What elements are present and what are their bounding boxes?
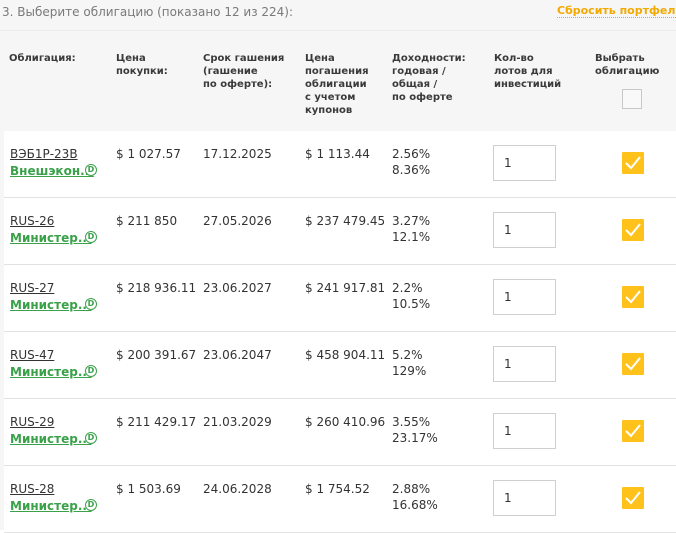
col-bond-header: Облигация: (9, 53, 76, 64)
col-select-header: Выбрать облигацию (595, 53, 660, 77)
select-bond-checkbox[interactable] (622, 152, 644, 174)
section-title: 3. Выберите облигацию (показано 12 из 22… (2, 5, 294, 19)
bond-yield-annual: 2.2% (392, 281, 423, 295)
select-all-checkbox[interactable] (622, 89, 642, 109)
lots-quantity-input[interactable] (493, 413, 556, 449)
d-circle-icon: D (85, 499, 97, 511)
bond-maturity: 17.12.2025 (203, 147, 272, 161)
reset-portfolio-link[interactable]: Сбросить портфель (557, 4, 676, 18)
checkmark-icon (625, 223, 641, 237)
bond-redemption-price: $ 260 410.96 (305, 415, 386, 429)
bond-maturity: 21.03.2029 (203, 415, 272, 429)
bond-ticker-link[interactable]: RUS-47 (10, 348, 55, 362)
bond-redemption-price: $ 241 917.81 (305, 281, 386, 295)
table-row: RUS-28 Министер... D $ 1 503.69 24.06.2028 $ … (4, 466, 676, 533)
table-row: ВЭБ1Р-23В Внешэкон... D $ 1 027.57 17.12.202… (4, 131, 676, 198)
bond-ticker-link[interactable]: RUS-29 (10, 415, 55, 429)
bond-price: $ 211 429.17 (116, 415, 197, 429)
bond-yield-total: 8.36% (392, 163, 431, 177)
bond-yield-total: 23.17% (392, 431, 438, 445)
bond-redemption-price: $ 237 479.45 (305, 214, 386, 228)
col-yield-header: Доходности: годовая / общая / по оферте (392, 53, 466, 103)
d-circle-icon: D (85, 231, 97, 243)
bond-ticker-link[interactable]: RUS-27 (10, 281, 55, 295)
bond-issuer-link[interactable]: Министер... (10, 298, 92, 312)
lots-quantity-input[interactable] (493, 346, 556, 382)
section-header: 3. Выберите облигацию (показано 12 из 22… (0, 0, 676, 30)
bond-redemption-price: $ 1 754.52 (305, 482, 370, 496)
bond-issuer-link[interactable]: Министер... (10, 365, 92, 379)
table-row: RUS-27 Министер... D $ 218 936.11 23.06.2027… (4, 265, 676, 332)
table-row: RUS-26 Министер... D $ 211 850 27.05.2026 $ 2… (4, 198, 676, 265)
table-row: RUS-47 Министер... D $ 200 391.67 23.06.2047… (4, 332, 676, 399)
bond-price: $ 200 391.67 (116, 348, 197, 362)
bond-issuer-link[interactable]: Министер... (10, 432, 92, 446)
select-bond-checkbox[interactable] (622, 286, 644, 308)
bond-redemption-price: $ 458 904.11 (305, 348, 386, 362)
checkmark-icon (625, 424, 641, 438)
bond-maturity: 23.06.2027 (203, 281, 272, 295)
bond-yield-total: 16.68% (392, 498, 438, 512)
bond-price: $ 211 850 (116, 214, 178, 228)
bond-price: $ 218 936.11 (116, 281, 197, 295)
bond-ticker-link[interactable]: RUS-28 (10, 482, 55, 496)
d-circle-icon: D (85, 365, 97, 377)
col-lots-header: Кол-во лотов для инвестиций (494, 53, 562, 90)
bond-issuer-link[interactable]: Внешэкон... (10, 164, 94, 178)
col-maturity-header: Срок гашения (гашение по оферте): (203, 53, 285, 90)
lots-quantity-input[interactable] (493, 212, 556, 248)
lots-quantity-input[interactable] (493, 279, 556, 315)
bond-yield-total: 12.1% (392, 230, 431, 244)
select-bond-checkbox[interactable] (622, 219, 644, 241)
select-bond-checkbox[interactable] (622, 420, 644, 442)
bond-redemption-price: $ 1 113.44 (305, 147, 370, 161)
bond-ticker-link[interactable]: RUS-26 (10, 214, 55, 228)
d-circle-icon: D (85, 298, 97, 310)
bond-yield-annual: 3.27% (392, 214, 431, 228)
checkmark-icon (625, 290, 641, 304)
select-bond-checkbox[interactable] (622, 487, 644, 509)
col-price-header: Цена покупки: (116, 53, 168, 77)
bond-maturity: 27.05.2026 (203, 214, 272, 228)
checkmark-icon (625, 156, 641, 170)
bond-maturity: 23.06.2047 (203, 348, 272, 362)
table-row: RUS-29 Министер... D $ 211 429.17 21.03.2029… (4, 399, 676, 466)
bond-yield-annual: 3.55% (392, 415, 431, 429)
bond-yield-annual: 5.2% (392, 348, 423, 362)
lots-quantity-input[interactable] (493, 145, 556, 181)
d-circle-icon: D (85, 164, 97, 176)
bond-yield-total: 129% (392, 364, 427, 378)
bond-yield-annual: 2.56% (392, 147, 431, 161)
bond-maturity: 24.06.2028 (203, 482, 272, 496)
bond-price: $ 1 503.69 (116, 482, 181, 496)
bond-issuer-link[interactable]: Министер... (10, 499, 92, 513)
checkmark-icon (625, 357, 641, 371)
col-redemption-header: Цена погашения облигации с учетом купоно… (305, 53, 369, 116)
table-header: Облигация: Цена покупки: Срок гашения (г… (0, 30, 676, 131)
bond-yield-annual: 2.88% (392, 482, 431, 496)
bond-yield-total: 10.5% (392, 297, 431, 311)
checkmark-icon (625, 491, 641, 505)
d-circle-icon: D (85, 432, 97, 444)
bond-ticker-link[interactable]: ВЭБ1Р-23В (10, 147, 78, 161)
bond-price: $ 1 027.57 (116, 147, 181, 161)
lots-quantity-input[interactable] (493, 480, 556, 516)
select-bond-checkbox[interactable] (622, 353, 644, 375)
bond-issuer-link[interactable]: Министер... (10, 231, 92, 245)
